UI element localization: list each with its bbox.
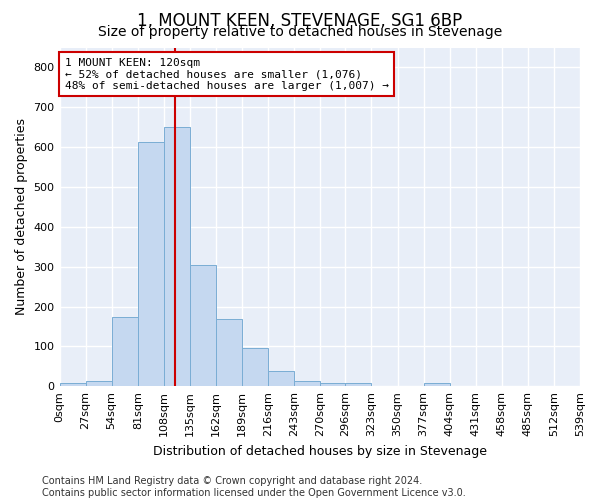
Bar [112, 316, 138, 386]
Text: 1 MOUNT KEEN: 120sqm
← 52% of detached houses are smaller (1,076)
48% of semi-de: 1 MOUNT KEEN: 120sqm ← 52% of detached h… [65, 58, 389, 91]
Bar [190, 264, 216, 386]
Bar [320, 383, 346, 386]
X-axis label: Distribution of detached houses by size in Stevenage: Distribution of detached houses by size … [153, 444, 487, 458]
Bar [242, 348, 268, 387]
Bar [294, 380, 320, 386]
Bar [59, 383, 86, 386]
Bar [86, 381, 112, 386]
Text: 1, MOUNT KEEN, STEVENAGE, SG1 6BP: 1, MOUNT KEEN, STEVENAGE, SG1 6BP [137, 12, 463, 30]
Text: Size of property relative to detached houses in Stevenage: Size of property relative to detached ho… [98, 25, 502, 39]
Text: Contains HM Land Registry data © Crown copyright and database right 2024.
Contai: Contains HM Land Registry data © Crown c… [42, 476, 466, 498]
Bar [138, 142, 164, 386]
Bar [164, 127, 190, 386]
Bar [346, 383, 371, 386]
Bar [268, 371, 294, 386]
Y-axis label: Number of detached properties: Number of detached properties [15, 118, 28, 316]
Bar [424, 383, 449, 386]
Bar [216, 318, 242, 386]
